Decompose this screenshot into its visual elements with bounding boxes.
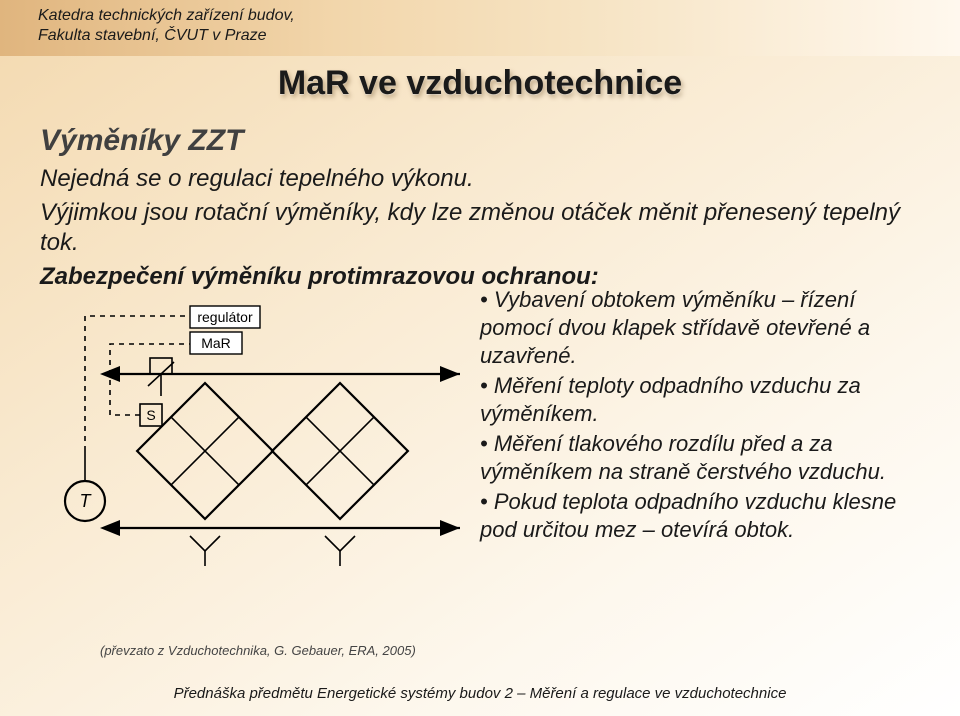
diagram-column: regulátor MaR S T (převzato [40, 286, 470, 666]
mar-label: MaR [201, 335, 231, 351]
header-line1: Katedra technických zařízení budov, [38, 6, 295, 26]
body-row: regulátor MaR S T (převzato [40, 286, 922, 666]
diagram-credit: (převzato z Vzduchotechnika, G. Gebauer,… [100, 643, 416, 658]
bullet-list: • Vybavení obtokem výměníku – řízení pom… [480, 286, 922, 666]
section-line2: Výjimkou jsou rotační výměníky, kdy lze … [40, 198, 922, 258]
slide-header: Katedra technických zařízení budov, Faku… [38, 6, 295, 46]
slide-footer: Přednáška předmětu Energetické systémy b… [0, 685, 960, 702]
section-heading: Výměníky ZZT [40, 124, 922, 158]
bullet-4: • Pokud teplota odpadního vzduchu klesne… [480, 488, 922, 544]
temperature-label: T [80, 491, 93, 511]
content-block: Výměníky ZZT Nejedná se o regulaci tepel… [40, 124, 922, 292]
regulator-label: regulátor [197, 309, 253, 325]
section-line1: Nejedná se o regulaci tepelného výkonu. [40, 164, 922, 194]
slide-title: MaR ve vzduchotechnice [0, 64, 960, 103]
header-line2: Fakulta stavební, ČVUT v Praze [38, 26, 295, 46]
bullet-2: • Měření teploty odpadního vzduchu za vý… [480, 372, 922, 428]
bullet-1: • Vybavení obtokem výměníku – řízení pom… [480, 286, 922, 370]
bullet-3: • Měření tlakového rozdílu před a za vým… [480, 430, 922, 486]
svg-text:S: S [146, 407, 155, 423]
schematic-diagram: regulátor MaR S T [40, 286, 470, 606]
